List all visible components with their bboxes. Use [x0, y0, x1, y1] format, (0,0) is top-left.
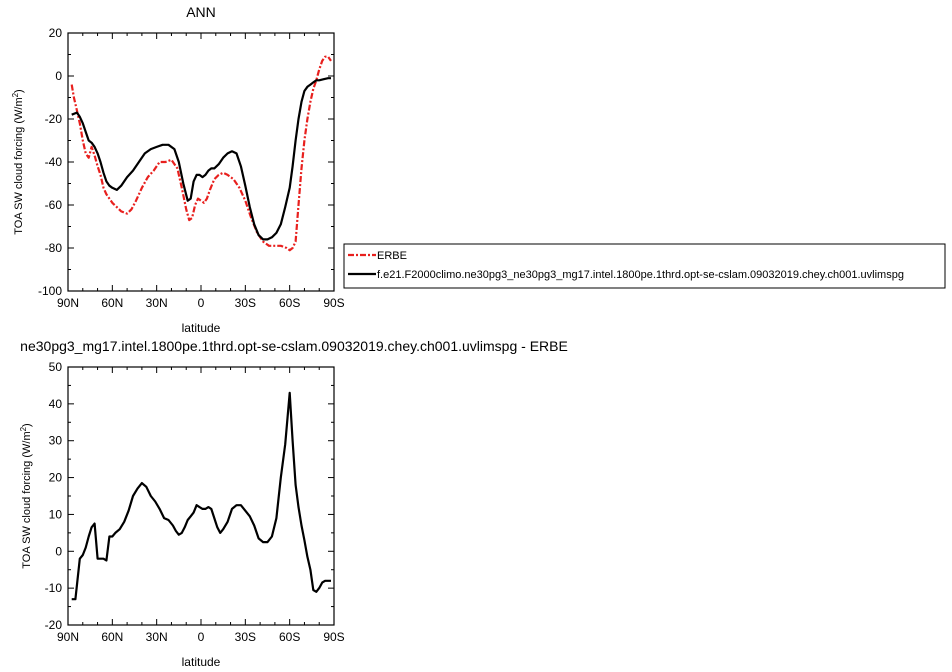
panel-difference: ne30pg3_mg17.intel.1800pe.1thrd.opt-se-c… — [19, 338, 568, 669]
plot-frame — [67, 366, 335, 626]
y-tick-label: 20 — [49, 471, 63, 485]
y-tick-label: -20 — [45, 112, 63, 126]
y-tick-label: -80 — [45, 241, 63, 255]
legend-box — [343, 243, 946, 289]
x-tick-label: 0 — [198, 630, 205, 644]
x-tick-label: 90S — [323, 630, 344, 644]
x-tick-label: 60S — [279, 296, 300, 310]
y-tick-label: 20 — [49, 26, 63, 40]
x-tick-label: 60N — [101, 296, 123, 310]
y-tick-label: 30 — [49, 434, 63, 448]
legend-label-1: f.e21.F2000climo.ne30pg3_ne30pg3_mg17.in… — [377, 269, 904, 281]
x-tick-label: 60S — [279, 630, 300, 644]
series-line-1 — [71, 77, 331, 241]
y-tick-label: -20 — [45, 618, 63, 632]
x-axis-label: latitude — [182, 655, 221, 669]
x-tick-label: 30S — [235, 296, 256, 310]
x-axis-label: latitude — [182, 321, 221, 335]
y-tick-label: -60 — [45, 198, 63, 212]
y-tick-label: 40 — [49, 397, 63, 411]
y-tick-label: -40 — [45, 155, 63, 169]
y-tick-label: -100 — [38, 284, 62, 298]
legend: ERBE f.e21.F2000climo.ne30pg3_ne30pg3_mg1… — [343, 243, 946, 289]
legend-label-0: ERBE — [377, 250, 407, 262]
y-tick-label: 50 — [49, 360, 63, 374]
y-axis-label: TOA SW cloud forcing (W/m2) — [11, 89, 25, 234]
y-tick-label: 10 — [49, 507, 63, 521]
x-tick-label: 60N — [101, 630, 123, 644]
x-tick-label: 0 — [198, 296, 205, 310]
x-tick-label: 90N — [57, 296, 79, 310]
x-tick-label: 30N — [146, 296, 168, 310]
y-tick-label: -10 — [45, 581, 63, 595]
y-axis-label: TOA SW cloud forcing (W/m2) — [19, 423, 33, 568]
x-tick-label: 90N — [57, 630, 79, 644]
x-tick-label: 30S — [235, 630, 256, 644]
y-tick-label: 0 — [55, 69, 62, 83]
chart-title: ANN — [186, 4, 216, 20]
series-line-0 — [70, 55, 332, 252]
x-tick-label: 90S — [323, 296, 344, 310]
series-line-0 — [71, 391, 331, 601]
panel-annual-mean: ANN 90N 60N 30N 0 30S 60S 90S -100 -80 -60 -40 -20 0 2… — [11, 4, 946, 335]
y-tick-label: 0 — [55, 544, 62, 558]
x-tick-label: 30N — [146, 630, 168, 644]
chart-title: ne30pg3_mg17.intel.1800pe.1thrd.opt-se-c… — [20, 338, 568, 354]
